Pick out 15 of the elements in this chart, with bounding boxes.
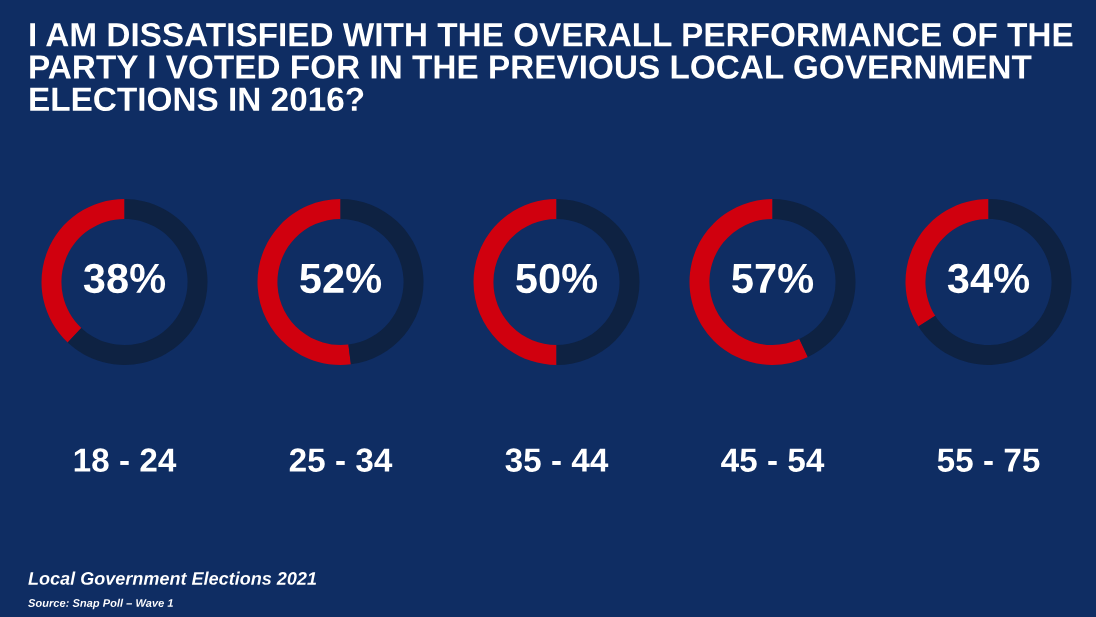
text: I AM DISSATISFIED WITH THE OVERALL PERFORMANCE OF THE PARTY I VOTED FOR IN THE PREVIOUS LOCAL GOVERNMENT ELECTIONS IN 2016?: [30, 22, 1073, 112]
data-label: 52%: [300, 263, 382, 294]
source-note: Source: Snap Poll – Wave 1: [28, 598, 173, 610]
text: Local Government Elections 2021: [28, 571, 317, 585]
data-label: 34%: [947, 263, 1030, 294]
data-label: 50%: [516, 263, 598, 294]
text: 45 - 54: [721, 448, 825, 472]
donut-slice: [67, 199, 208, 365]
text: 55 - 75: [937, 448, 1040, 472]
data-label: 38%: [83, 263, 166, 294]
text: 35 - 44: [505, 448, 609, 472]
text: 18 - 24: [74, 448, 177, 472]
donut-slice: [918, 199, 1072, 365]
data-label: 57%: [732, 263, 814, 294]
text: 25 - 34: [289, 448, 393, 472]
